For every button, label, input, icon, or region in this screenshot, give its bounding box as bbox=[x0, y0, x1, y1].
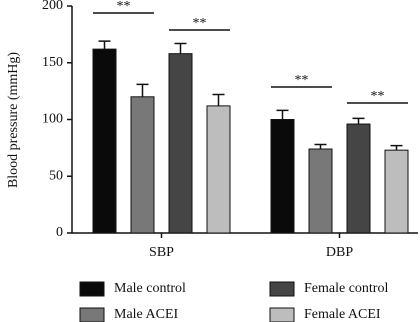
bar bbox=[92, 48, 117, 234]
error-bar bbox=[212, 93, 225, 106]
bar bbox=[130, 96, 155, 234]
y-tick-label: 150 bbox=[42, 55, 63, 70]
y-tick-label: 50 bbox=[49, 168, 63, 183]
y-axis-label: Blood pressure (mmHg) bbox=[6, 52, 21, 188]
significance-label: ** bbox=[295, 73, 309, 88]
significance-label: ** bbox=[193, 16, 207, 31]
bar bbox=[168, 53, 193, 234]
error-bar bbox=[136, 83, 149, 97]
bar bbox=[308, 148, 333, 234]
significance-label: ** bbox=[117, 0, 131, 14]
significance-label: ** bbox=[371, 89, 385, 104]
error-bar bbox=[352, 117, 365, 125]
legend-label: Female ACEI bbox=[304, 307, 381, 322]
y-tick-label: 200 bbox=[42, 0, 63, 13]
y-tick-label: 0 bbox=[56, 225, 63, 240]
legend-swatch bbox=[79, 281, 105, 297]
x-tick-label: SBP bbox=[149, 245, 174, 260]
legend-swatch bbox=[79, 307, 105, 322]
legend-swatch bbox=[269, 307, 295, 322]
error-bar bbox=[174, 42, 187, 54]
x-tick-label: DBP bbox=[326, 245, 353, 260]
bar bbox=[206, 105, 231, 234]
y-tick-label: 100 bbox=[42, 112, 63, 127]
bar bbox=[270, 119, 295, 234]
bar bbox=[384, 149, 409, 234]
error-bar bbox=[276, 109, 289, 120]
error-bar bbox=[98, 40, 111, 50]
error-bar bbox=[314, 143, 327, 150]
legend-label: Male ACEI bbox=[114, 307, 178, 322]
bar bbox=[346, 123, 371, 234]
error-bar bbox=[390, 144, 403, 151]
legend-label: Male control bbox=[114, 281, 186, 296]
legend-swatch bbox=[269, 281, 295, 297]
legend-label: Female control bbox=[304, 281, 388, 296]
